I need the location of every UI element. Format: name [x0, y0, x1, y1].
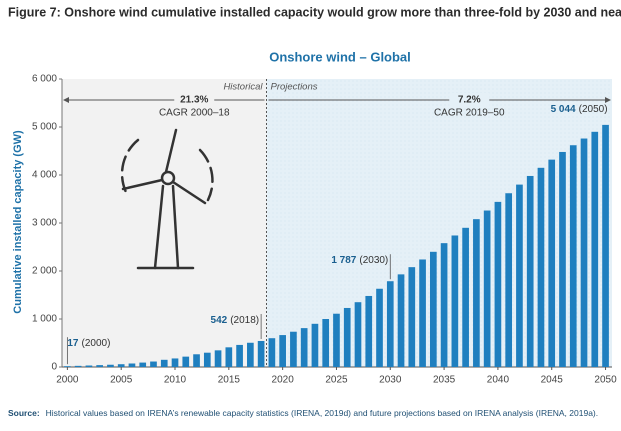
- bar: [397, 274, 405, 367]
- bar: [214, 350, 222, 367]
- bar: [225, 347, 233, 367]
- bar: [451, 235, 459, 367]
- x-tick-label: 2050: [594, 375, 617, 386]
- bar: [322, 319, 330, 367]
- data-label-value: 17: [67, 338, 79, 349]
- bar: [440, 243, 448, 367]
- bar: [193, 354, 200, 367]
- bar: [203, 352, 211, 367]
- cagr-label: CAGR 2019–50: [434, 108, 505, 119]
- bar: [548, 159, 556, 367]
- bar: [559, 151, 566, 367]
- bar: [602, 124, 609, 367]
- bar: [343, 307, 351, 367]
- region-label: Historical: [223, 82, 263, 93]
- x-tick-label: 2000: [56, 375, 79, 386]
- x-tick-label: 2015: [218, 375, 241, 386]
- data-label-year: (2018): [230, 315, 259, 326]
- bar: [505, 193, 513, 367]
- bar: [96, 365, 104, 367]
- x-tick-label: 2010: [164, 375, 187, 386]
- bar: [473, 219, 480, 367]
- data-label: 17 (2000): [67, 338, 110, 349]
- bar: [236, 344, 243, 367]
- cagr-backdrop: [449, 93, 490, 107]
- bar: [279, 335, 286, 367]
- bar: [333, 313, 340, 367]
- bar: [419, 259, 426, 367]
- bar: [516, 184, 523, 367]
- y-tick-label: 3 000: [32, 218, 57, 229]
- x-tick-label: 2025: [325, 375, 348, 386]
- bar: [128, 363, 136, 367]
- x-tick-label: 2005: [110, 375, 133, 386]
- bar: [429, 251, 437, 367]
- bar: [526, 175, 534, 367]
- x-tick-label: 2045: [541, 375, 564, 386]
- data-label: 1 787 (2030): [331, 255, 388, 266]
- x-tick-label: 2040: [487, 375, 510, 386]
- bar: [537, 167, 545, 367]
- data-label-value: 5 044: [551, 104, 576, 115]
- y-tick-label: 2 000: [32, 266, 57, 277]
- y-tick-label: 1 000: [32, 314, 57, 325]
- bar: [160, 359, 168, 367]
- data-label: 542 (2018): [211, 315, 260, 326]
- y-axis-label: Cumulative installed capacity (GW): [12, 130, 24, 314]
- bar: [85, 365, 93, 367]
- bar: [591, 131, 599, 367]
- bar: [268, 338, 276, 367]
- data-label-year: (2000): [82, 338, 111, 349]
- y-tick-label: 0: [51, 362, 57, 373]
- bar: [483, 210, 491, 367]
- bar: [569, 145, 577, 367]
- figure-title: Figure 7: Onshore wind cumulative instal…: [8, 5, 621, 19]
- source-label: Source:: [8, 408, 40, 418]
- bar: [354, 302, 362, 367]
- bar: [247, 342, 254, 367]
- region-shade: [62, 79, 267, 367]
- bar: [365, 295, 373, 367]
- bar: [182, 356, 190, 367]
- bar: [376, 288, 383, 367]
- bar: [311, 323, 319, 367]
- turbine-icon: [120, 128, 214, 270]
- cagr-label: CAGR 2000–18: [159, 108, 230, 119]
- x-tick-label: 2030: [379, 375, 402, 386]
- y-tick-label: 4 000: [32, 170, 57, 181]
- bar: [290, 331, 297, 367]
- data-label: 5 044 (2050): [551, 104, 608, 115]
- data-label-value: 1 787: [331, 255, 356, 266]
- source: Source: Historical values based on IRENA’…: [8, 408, 598, 418]
- source-text: Historical values based on IRENA’s renew…: [46, 408, 598, 418]
- bar: [74, 365, 82, 367]
- bar: [386, 281, 394, 367]
- data-label-value: 542: [211, 315, 228, 326]
- bar: [494, 201, 502, 367]
- x-tick-label: 2035: [433, 375, 456, 386]
- x-tick-label: 2020: [272, 375, 295, 386]
- cagr-backdrop: [174, 93, 215, 107]
- data-label-year: (2030): [359, 255, 388, 266]
- bar: [580, 138, 588, 367]
- bar: [300, 328, 308, 367]
- bar: [117, 364, 125, 367]
- bar: [462, 227, 469, 367]
- bar: [139, 362, 147, 367]
- bar: [257, 340, 265, 367]
- cagr-value: 7.2%: [458, 95, 481, 106]
- y-tick-label: 5 000: [32, 122, 57, 133]
- region-label: Projections: [271, 82, 318, 93]
- bar: [408, 267, 416, 367]
- cagr-value: 21.3%: [180, 95, 208, 106]
- chart-title: Onshore wind – Global: [269, 49, 411, 64]
- data-label-year: (2050): [579, 104, 608, 115]
- bar: [150, 361, 157, 367]
- bar: [64, 366, 71, 367]
- bar: [171, 358, 179, 367]
- bar: [107, 364, 114, 367]
- y-tick-label: 6 000: [32, 74, 57, 85]
